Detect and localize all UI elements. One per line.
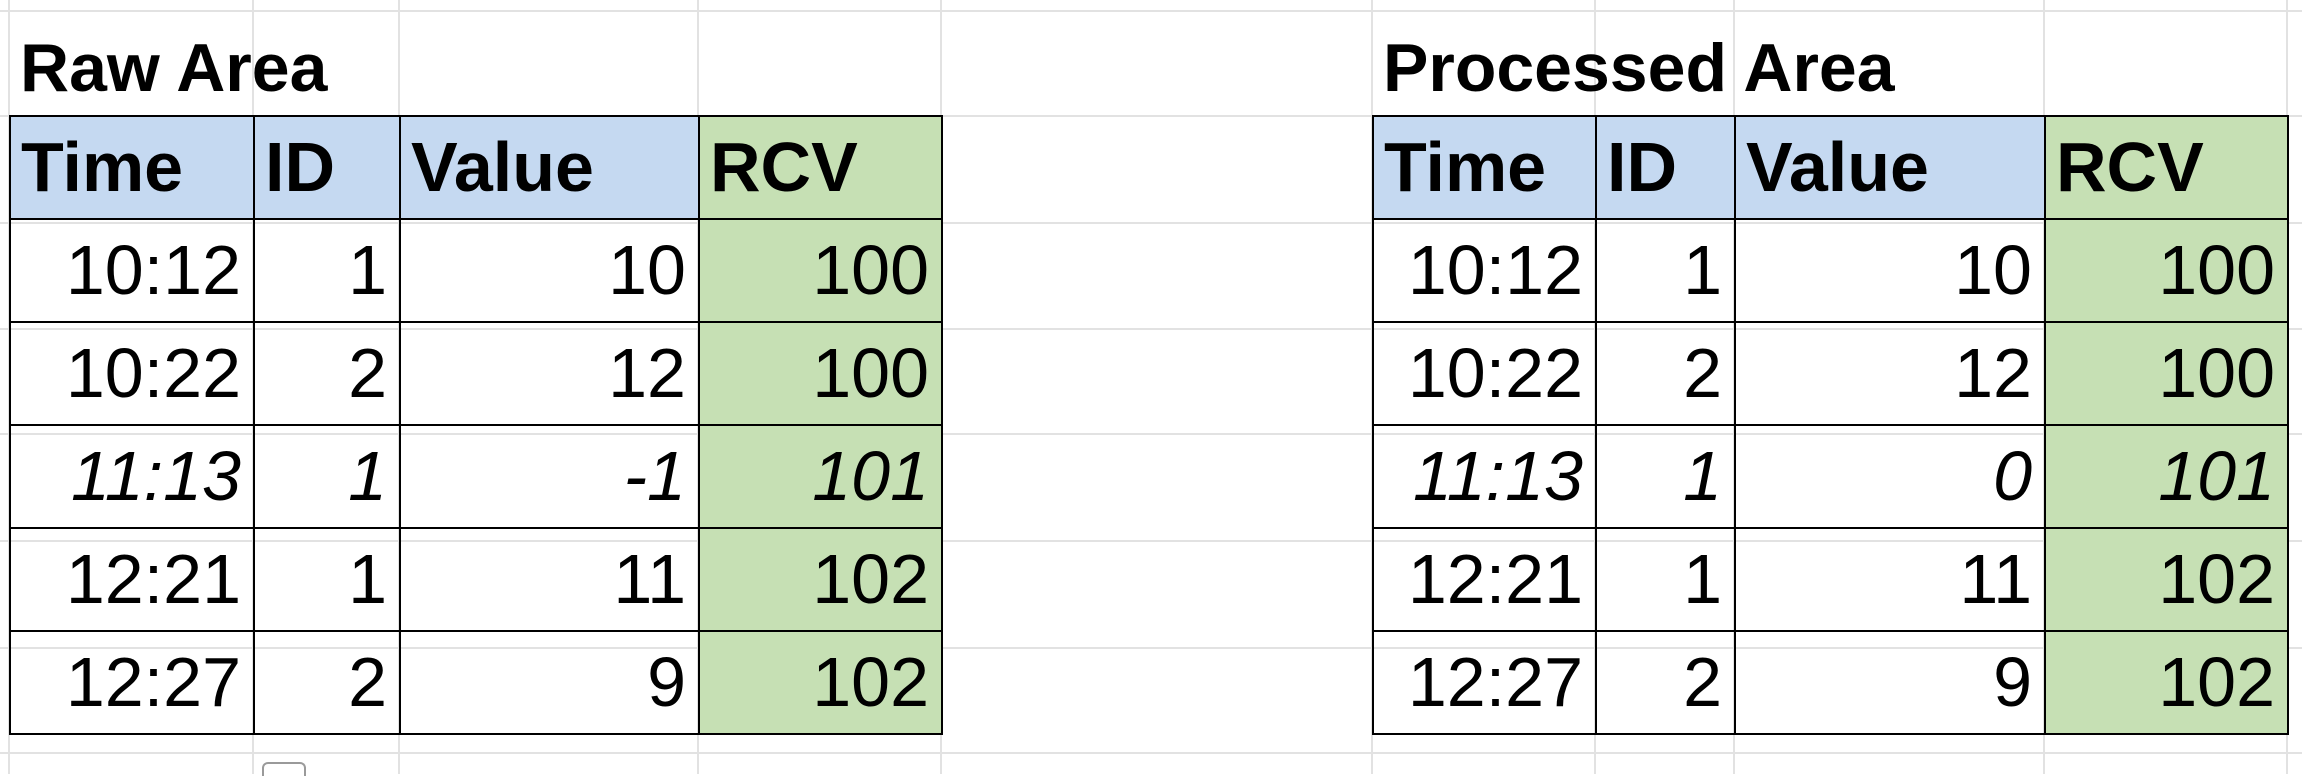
id-cell[interactable]: 1 <box>253 424 401 529</box>
time-cell[interactable]: 10:12 <box>1372 218 1597 323</box>
table-row: 11:13 1 -1 101 <box>9 424 943 529</box>
rcv-cell[interactable]: 102 <box>2044 527 2289 632</box>
time-cell[interactable]: 12:27 <box>1372 630 1597 735</box>
value-cell[interactable]: -1 <box>399 424 700 529</box>
table-row: 10:22 2 12 100 <box>1372 321 2289 426</box>
time-cell[interactable]: 12:21 <box>1372 527 1597 632</box>
id-cell[interactable]: 1 <box>1595 424 1736 529</box>
rcv-cell[interactable]: 102 <box>698 527 943 632</box>
header-row: Time ID Value RCV <box>1372 115 2289 220</box>
value-cell[interactable]: 9 <box>1734 630 2046 735</box>
header-cell-rcv[interactable]: RCV <box>2044 115 2289 220</box>
table-row: 10:12 1 10 100 <box>9 218 943 323</box>
time-cell[interactable]: 10:22 <box>9 321 255 426</box>
clipboard-icon[interactable] <box>262 762 306 776</box>
header-cell-id[interactable]: ID <box>1595 115 1736 220</box>
raw-area-title[interactable]: Raw Area <box>20 30 328 106</box>
header-row: Time ID Value RCV <box>9 115 943 220</box>
table-row: 12:21 1 11 102 <box>1372 527 2289 632</box>
table-row: 12:27 2 9 102 <box>9 630 943 735</box>
id-cell[interactable]: 1 <box>253 527 401 632</box>
id-cell[interactable]: 2 <box>253 630 401 735</box>
header-cell-rcv[interactable]: RCV <box>698 115 943 220</box>
raw-area-table: Time ID Value RCV 10:12 1 10 100 10:22 2 12 100… <box>9 115 943 735</box>
value-cell[interactable]: 12 <box>399 321 700 426</box>
header-cell-value[interactable]: Value <box>399 115 700 220</box>
value-cell[interactable]: 9 <box>399 630 700 735</box>
rcv-cell[interactable]: 100 <box>2044 321 2289 426</box>
table-row: 10:22 2 12 100 <box>9 321 943 426</box>
header-cell-id[interactable]: ID <box>253 115 401 220</box>
id-cell[interactable]: 1 <box>1595 218 1736 323</box>
time-cell[interactable]: 10:12 <box>9 218 255 323</box>
time-cell[interactable]: 12:27 <box>9 630 255 735</box>
rcv-cell[interactable]: 101 <box>2044 424 2289 529</box>
value-cell[interactable]: 11 <box>1734 527 2046 632</box>
processed-area-title[interactable]: Processed Area <box>1383 30 1895 106</box>
rcv-cell[interactable]: 100 <box>698 321 943 426</box>
header-cell-time[interactable]: Time <box>9 115 255 220</box>
id-cell[interactable]: 1 <box>1595 527 1736 632</box>
table-row: 12:21 1 11 102 <box>9 527 943 632</box>
time-cell[interactable]: 11:13 <box>1372 424 1597 529</box>
time-cell[interactable]: 12:21 <box>9 527 255 632</box>
raw-area-rows: 10:12 1 10 100 10:22 2 12 100 11:13 1 -1 101 12:21 1 1… <box>9 218 943 735</box>
table-row: 12:27 2 9 102 <box>1372 630 2289 735</box>
value-cell[interactable]: 12 <box>1734 321 2046 426</box>
header-cell-time[interactable]: Time <box>1372 115 1597 220</box>
rcv-cell[interactable]: 100 <box>698 218 943 323</box>
rcv-cell[interactable]: 102 <box>698 630 943 735</box>
value-cell[interactable]: 10 <box>399 218 700 323</box>
header-cell-value[interactable]: Value <box>1734 115 2046 220</box>
rcv-cell[interactable]: 102 <box>2044 630 2289 735</box>
table-row: 10:12 1 10 100 <box>1372 218 2289 323</box>
id-cell[interactable]: 2 <box>1595 630 1736 735</box>
rcv-cell[interactable]: 100 <box>2044 218 2289 323</box>
value-cell[interactable]: 10 <box>1734 218 2046 323</box>
time-cell[interactable]: 11:13 <box>9 424 255 529</box>
value-cell[interactable]: 0 <box>1734 424 2046 529</box>
processed-area-rows: 10:12 1 10 100 10:22 2 12 100 11:13 1 0 101 12:21 1 11… <box>1372 218 2289 735</box>
value-cell[interactable]: 11 <box>399 527 700 632</box>
id-cell[interactable]: 2 <box>253 321 401 426</box>
processed-area-table: Time ID Value RCV 10:12 1 10 100 10:22 2 12 100… <box>1372 115 2289 735</box>
id-cell[interactable]: 1 <box>253 218 401 323</box>
rcv-cell[interactable]: 101 <box>698 424 943 529</box>
table-row: 11:13 1 0 101 <box>1372 424 2289 529</box>
time-cell[interactable]: 10:22 <box>1372 321 1597 426</box>
id-cell[interactable]: 2 <box>1595 321 1736 426</box>
